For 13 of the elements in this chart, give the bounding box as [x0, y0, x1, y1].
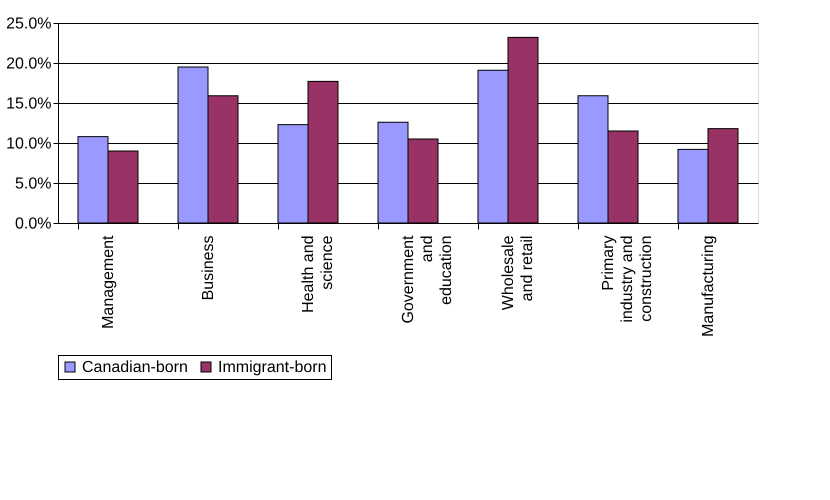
x-tick-label: Manufacturing: [700, 236, 717, 337]
x-tick-label: Government and education: [400, 234, 455, 324]
y-tick-label: 10.0%: [6, 136, 52, 152]
y-tick-label: 15.0%: [6, 96, 52, 112]
y-tick-label: 5.0%: [15, 176, 52, 192]
x-tick-label: Management: [100, 234, 117, 329]
legend-label: Immigrant-born: [218, 359, 326, 376]
x-tick-label: Health and science: [300, 235, 336, 313]
x-tick-label: Business: [200, 236, 217, 300]
y-tick-label: 25.0%: [6, 16, 52, 32]
legend-label: Canadian-born: [82, 359, 188, 376]
y-tick-label: 0.0%: [15, 216, 52, 232]
y-tick-label: 20.0%: [6, 56, 52, 72]
